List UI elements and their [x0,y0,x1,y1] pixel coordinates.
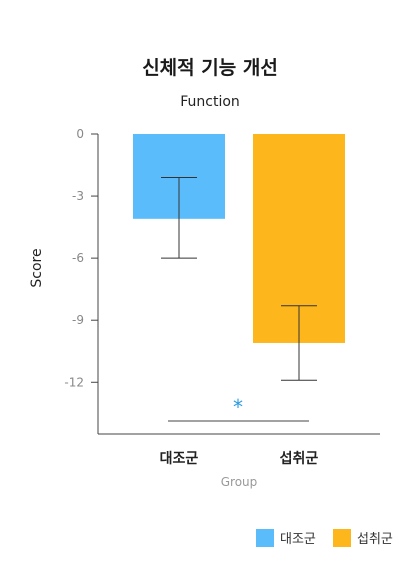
x-category-label: 섭취군 [280,451,319,467]
legend-swatch [256,529,274,547]
y-tick-label: -9 [72,313,84,327]
y-tick-label: 0 [76,127,84,141]
legend-label: 대조군 [280,532,316,547]
y-axis-label: Score [29,248,45,287]
x-category-label: 대조군 [160,451,199,467]
y-tick-label: -12 [64,375,84,389]
y-tick-label: -3 [72,189,84,203]
legend: 대조군 섭취군 [256,529,393,547]
y-tick-label: -6 [72,251,84,265]
chart-title: 신체적 기능 개선 [142,57,278,79]
significance-marker: * [233,395,243,419]
legend-swatch [333,529,351,547]
chart-subtitle: Function [180,94,240,110]
x-axis-label: Group [221,475,258,489]
legend-label: 섭취군 [357,532,393,547]
